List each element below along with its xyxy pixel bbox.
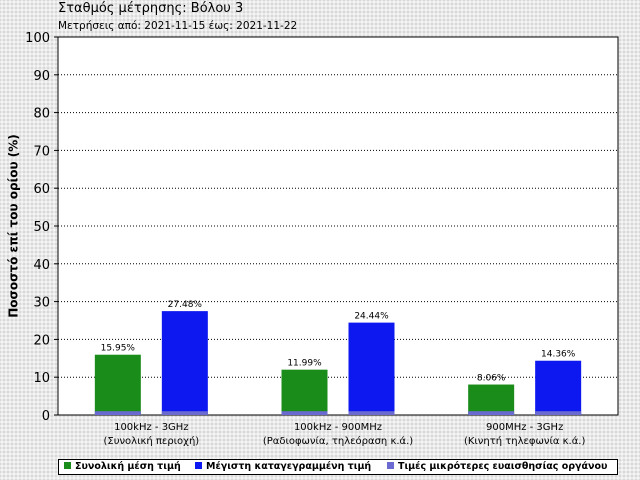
y-tick-label: 60: [33, 182, 50, 197]
legend-label-below-sensitivity: Τιμές μικρότερες ευαισθησίας οργάνου: [398, 461, 608, 472]
data-label: 27.48%: [168, 300, 203, 310]
legend-swatch-average: [64, 462, 71, 469]
bar-maximum: [161, 311, 208, 415]
y-tick-label: 30: [33, 296, 50, 311]
y-axis-label: Ποσοστό επί του ορίου (%): [7, 134, 21, 318]
legend-label-maximum: Μέγιστη καταγεγραμμένη τιμή: [206, 461, 372, 472]
data-label: 11.99%: [287, 359, 322, 369]
bar-below-sensitivity: [94, 411, 141, 415]
bar-below-sensitivity: [281, 411, 328, 415]
legend-item-maximum: Μέγιστη καταγεγραμμένη τιμή: [195, 461, 371, 472]
y-tick-label: 80: [33, 107, 50, 122]
plot-border: [57, 36, 619, 416]
legend-swatch-below-sensitivity: [387, 462, 394, 469]
bar-chart: 0 10 20 30 40 50 60 70 80 90 100 Ποσοστό επί του ορ…: [7, 31, 619, 447]
x-tick-sublabel: (Ραδιοφωνία, τηλεόραση κ.ά.): [263, 435, 413, 447]
data-label: 24.44%: [354, 312, 389, 322]
legend-item-below-sensitivity: Τιμές μικρότερες ευαισθησίας οργάνου: [387, 461, 607, 472]
y-tick-label: 0: [42, 409, 50, 424]
chart-title: Σταθμός μέτρησης: Βόλου 3: [58, 1, 244, 16]
bar-average: [468, 384, 515, 415]
x-tick-sublabel: (Συνολική περιοχή): [103, 435, 199, 447]
x-tick-label: 900MHz - 3GHz: [486, 422, 563, 433]
bar-below-sensitivity: [535, 411, 582, 415]
chart-subtitle: Μετρήσεις από: 2021-11-15 έως: 2021-11-2…: [58, 20, 298, 32]
y-tick-label: 90: [33, 69, 50, 84]
bar-below-sensitivity: [468, 411, 515, 415]
y-tick-label: 100: [25, 31, 50, 46]
x-tick-label: 100kHz - 3GHz: [114, 422, 189, 433]
x-tick-sublabel: (Κινητή τηλεφωνία κ.ά.): [464, 435, 586, 447]
bar-below-sensitivity: [348, 411, 395, 415]
y-tick-label: 70: [33, 144, 50, 159]
bar-maximum: [348, 322, 395, 415]
x-tick-label: 100kHz - 900MHz: [294, 422, 382, 433]
legend-label-average: Συνολική μέση τιμή: [75, 461, 181, 472]
y-tick-label: 10: [33, 371, 50, 386]
y-tick-label: 20: [33, 333, 50, 348]
y-tick-label: 40: [33, 258, 50, 273]
data-label: 14.36%: [541, 350, 576, 360]
bar-maximum: [535, 360, 582, 415]
bar-average: [281, 369, 328, 415]
legend-swatch-maximum: [195, 462, 202, 469]
data-label: 8.06%: [477, 374, 506, 384]
legend-item-average: Συνολική μέση τιμή: [64, 461, 181, 472]
chart-legend: Συνολική μέση τιμή Μέγιστη καταγεγραμμέν…: [58, 459, 618, 475]
data-label: 15.95%: [101, 344, 136, 354]
bar-below-sensitivity: [161, 411, 208, 415]
bar-average: [94, 354, 141, 415]
y-tick-label: 50: [33, 220, 50, 235]
